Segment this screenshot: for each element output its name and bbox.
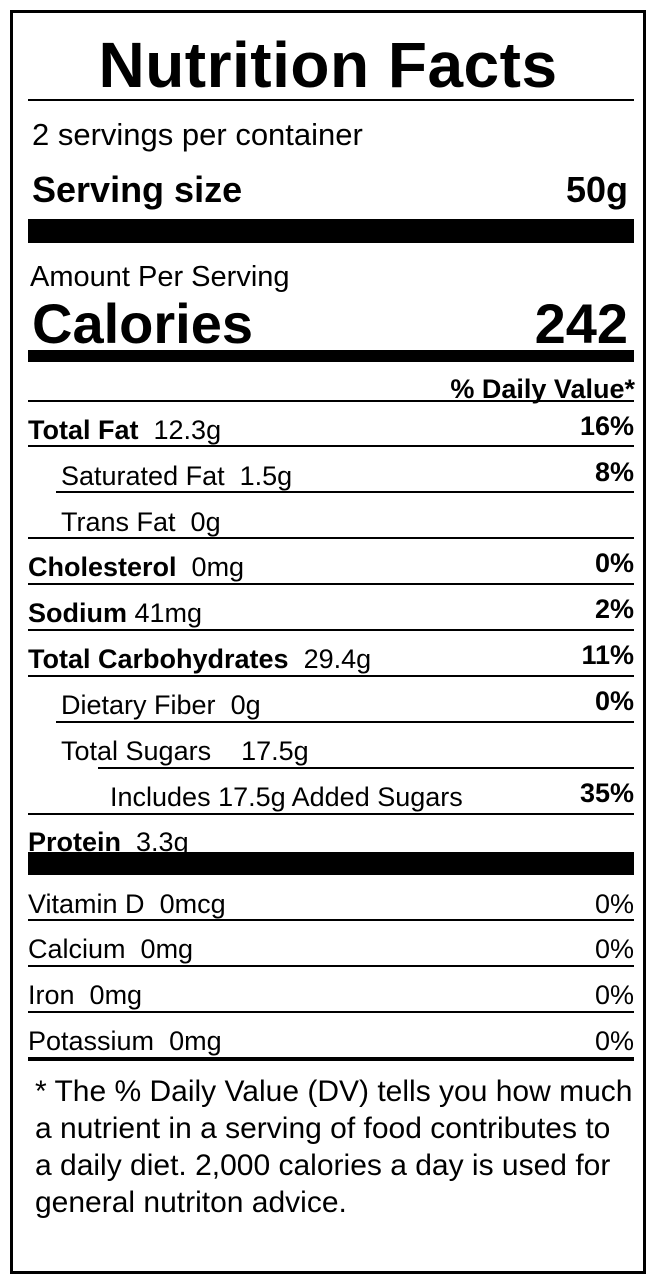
thick-divider [28,852,634,875]
medium-divider [28,350,634,362]
servings-per-container: 2 servings per container [32,117,363,152]
nutrient-row-total-sugars: Total Sugars 17.5g [28,728,634,772]
label-title: Nutrition Facts [98,29,558,101]
serving-size-label: Serving size [32,169,243,210]
divider [28,537,634,539]
nutrient-name: Saturated Fat 1.5g [61,461,293,491]
nutrient-dv: 11% [581,640,634,670]
divider [28,813,634,815]
nutrient-row-cholesterol: Cholesterol 0mg 0% [28,544,634,588]
nutrient-name: Total Sugars 17.5g [61,736,309,766]
divider [28,919,634,921]
vitamin-name: Vitamin D 0mcg [28,889,226,919]
vitamin-name: Calcium 0mg [28,934,194,964]
nutrient-row-total-carbohydrates: Total Carbohydrates 29.4g 11% [28,636,634,680]
divider [28,583,634,585]
divider [98,767,634,769]
serving-size-value: 50g [565,169,628,210]
divider [28,965,634,967]
calories-value: 242 [534,292,628,355]
divider [56,721,634,723]
nutrient-name: Total Fat 12.3g [28,415,222,445]
divider [28,445,634,447]
vitamin-row-iron: Iron 0mg 0% [28,972,634,1016]
nutrient-dv: 8% [594,457,634,487]
vitamin-dv: 0% [594,980,634,1010]
divider [28,1057,634,1061]
nutrient-dv: 35% [579,778,634,808]
amount-per-serving: Amount Per Serving [30,261,290,293]
vitamin-dv: 0% [594,889,634,919]
thick-divider [28,219,634,243]
divider [28,629,634,631]
nutrient-row-total-fat: Total Fat 12.3g 16% [28,407,634,451]
vitamin-dv: 0% [594,934,634,964]
nutrient-dv: 0% [594,548,634,578]
nutrient-name: Dietary Fiber 0g [61,690,261,720]
nutrient-row-sodium: Sodium 41mg 2% [28,590,634,634]
nutrient-name: Sodium 41mg [28,598,203,628]
daily-value-header: % Daily Value* [450,374,635,404]
divider [56,491,634,493]
nutrient-name: Total Carbohydrates 29.4g [28,644,372,674]
calories-label: Calories [32,292,253,355]
nutrient-dv: 0% [594,686,634,716]
divider [28,400,634,402]
nutrient-dv: 2% [594,594,634,624]
vitamin-name: Iron 0mg [28,980,143,1010]
nutrient-row-dietary-fiber: Dietary Fiber 0g 0% [28,682,634,726]
vitamin-dv: 0% [594,1026,634,1056]
nutrient-name: Includes 17.5g Added Sugars [110,782,463,812]
vitamin-row-calcium: Calcium 0mg 0% [28,926,634,970]
nutrient-row-added-sugars: Includes 17.5g Added Sugars 35% [28,774,634,818]
vitamin-name: Potassium 0mg [28,1026,222,1056]
vitamin-row-potassium: Potassium 0mg 0% [28,1018,634,1062]
vitamin-row-vitamin-d: Vitamin D 0mcg 0% [28,881,634,925]
divider [28,1011,634,1013]
divider [28,99,634,101]
footnote: * The % Daily Value (DV) tells you how m… [35,1075,633,1219]
divider [28,675,634,677]
nutrient-dv: 16% [579,411,634,441]
nutrition-label: Nutrition Facts 2 servings per container… [10,10,646,1274]
nutrient-name: Trans Fat 0g [61,507,221,537]
nutrient-name: Cholesterol 0mg [28,552,245,582]
nutrient-row-saturated-fat: Saturated Fat 1.5g 8% [28,453,634,497]
nutrient-row-trans-fat: Trans Fat 0g [28,499,634,543]
